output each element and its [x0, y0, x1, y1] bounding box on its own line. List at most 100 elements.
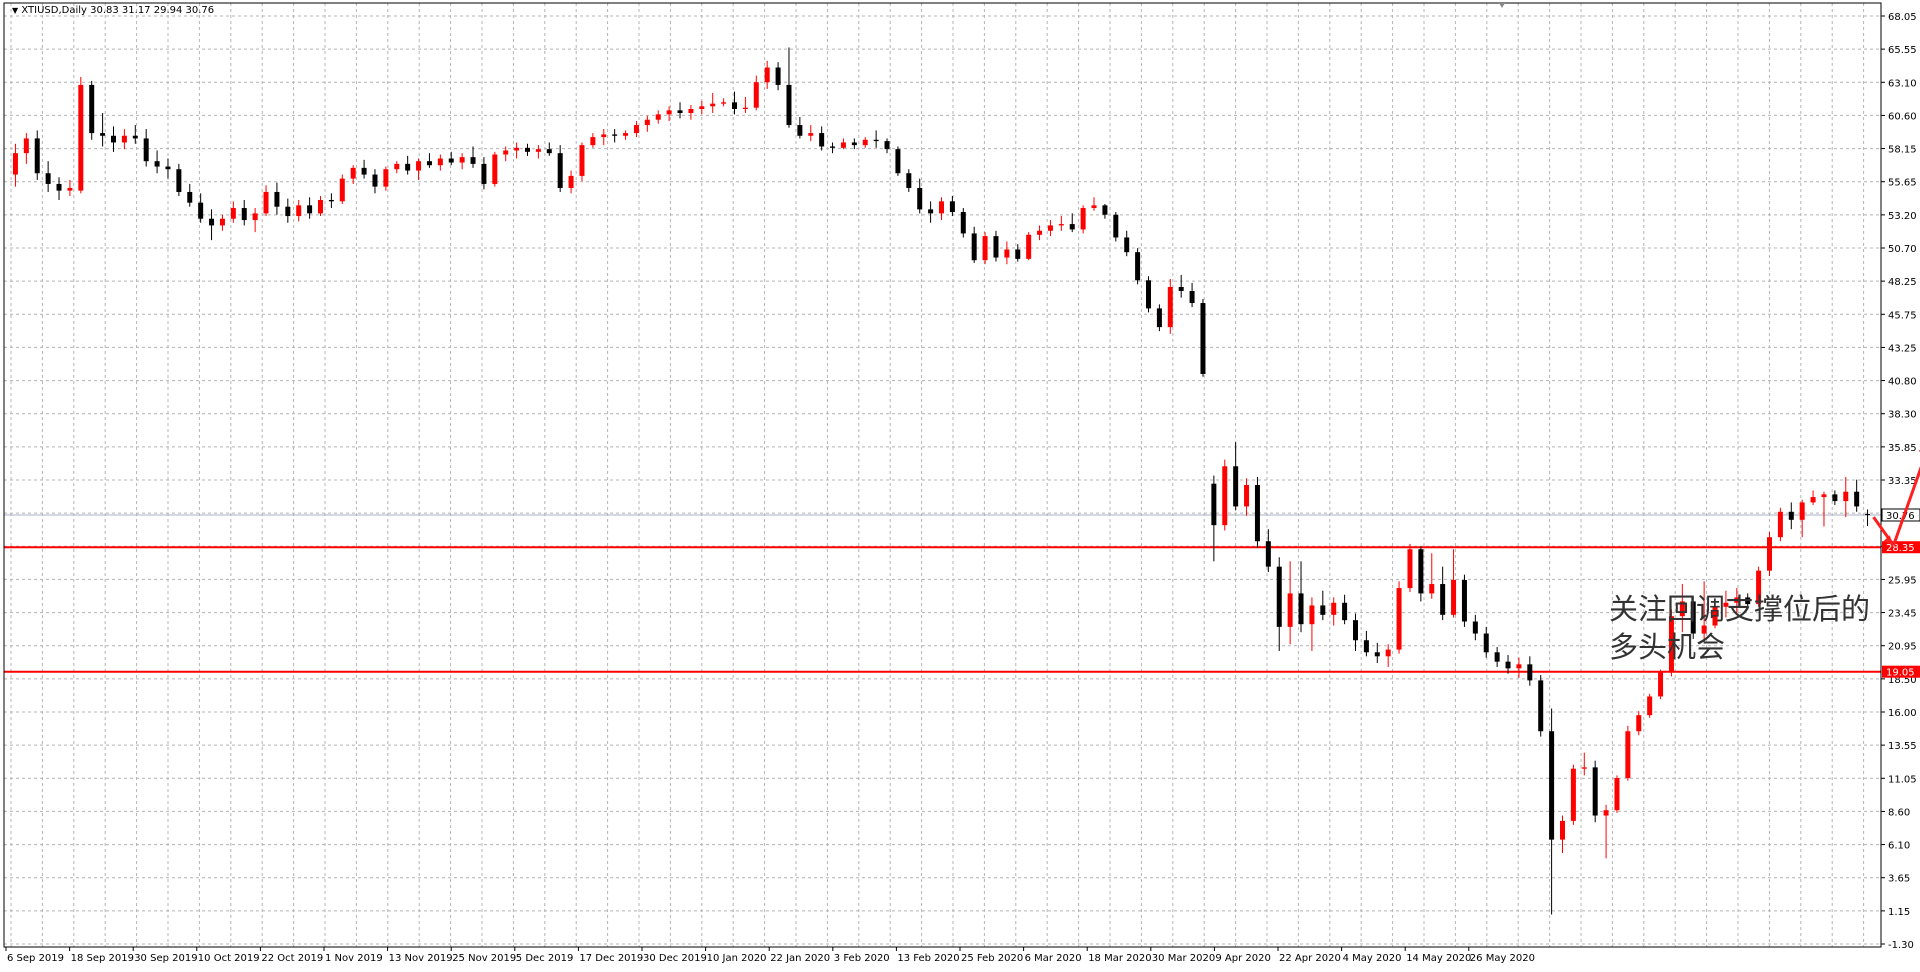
y-tick-label: 13.55: [1888, 741, 1917, 752]
candle-body: [993, 236, 999, 258]
candle: [383, 166, 389, 191]
candle: [503, 146, 509, 162]
candle: [1069, 213, 1075, 233]
candle-body: [1222, 466, 1228, 526]
symbol-info-text: XTIUSD,Daily 30.83 31.17 29.94 30.76: [21, 5, 215, 16]
candle-body: [1058, 224, 1064, 226]
x-tick-label: 10 Jan 2020: [707, 953, 767, 964]
candle-body: [1843, 491, 1849, 502]
candle: [939, 197, 944, 221]
candle: [525, 143, 530, 156]
candle: [1538, 675, 1544, 737]
candle: [1854, 479, 1860, 512]
y-tick-label: 3.65: [1888, 874, 1910, 885]
candle: [198, 193, 204, 223]
y-tick-label: 23.45: [1888, 609, 1917, 620]
y-tick-label: 8.60: [1888, 807, 1910, 818]
candle-body: [176, 169, 182, 192]
candle-body: [23, 138, 29, 154]
candle: [132, 125, 138, 144]
candle-body: [1505, 661, 1511, 669]
candle-body: [753, 82, 759, 108]
candle: [1233, 442, 1239, 511]
candle-body: [1254, 485, 1260, 542]
candle-body: [296, 205, 302, 217]
candle: [1156, 304, 1162, 332]
candle-body: [677, 110, 683, 114]
x-tick-label: 4 May 2020: [1343, 953, 1402, 964]
candle-body: [143, 138, 149, 162]
candle-body: [1581, 767, 1587, 769]
candle: [416, 158, 422, 180]
y-tick-label: 20.95: [1888, 642, 1917, 653]
y-tick-label: 33.35: [1888, 476, 1917, 487]
candle: [1037, 225, 1043, 241]
candle: [34, 130, 40, 180]
candle-body: [535, 149, 541, 152]
candle: [1570, 764, 1576, 825]
candle: [928, 201, 934, 223]
candle-body: [339, 178, 345, 202]
candle-body: [470, 157, 476, 164]
candle-body: [67, 187, 73, 191]
candle-body: [982, 236, 988, 261]
candle-body: [1527, 664, 1533, 681]
candle: [372, 169, 378, 194]
candle-body: [590, 137, 596, 146]
candle: [1353, 613, 1358, 651]
candle: [1658, 669, 1664, 700]
candle-body: [1298, 593, 1304, 625]
candle: [851, 138, 857, 150]
candle-body: [742, 107, 748, 110]
candle: [949, 195, 955, 217]
candle-body: [121, 135, 127, 143]
candle: [1549, 708, 1555, 915]
candle-body: [633, 125, 639, 134]
candle-body: [241, 208, 247, 221]
candle-body: [546, 149, 552, 154]
candle: [1614, 775, 1620, 813]
chart-menu-icon[interactable]: ▼: [12, 6, 19, 15]
candle: [470, 146, 476, 168]
candle: [1592, 760, 1598, 823]
candle: [1723, 590, 1729, 618]
candle-body: [100, 133, 106, 136]
candle-body: [1004, 249, 1010, 258]
candle-body: [78, 84, 84, 191]
candle-body: [1167, 286, 1173, 328]
candle: [623, 130, 629, 140]
y-tick-label: 45.75: [1888, 310, 1917, 321]
candle: [1407, 543, 1413, 593]
y-tick-label: 65.55: [1888, 45, 1917, 56]
candle: [1102, 204, 1108, 219]
price-axis[interactable]: 68.05 65.55 63.10 60.60 58.15 55.65 53.20 50.70…: [1881, 12, 1920, 951]
candle: [840, 138, 846, 150]
candle-body: [1200, 303, 1206, 374]
candle: [100, 113, 106, 147]
candle: [111, 126, 116, 152]
candle: [1843, 476, 1849, 518]
candle-body: [568, 175, 574, 188]
x-tick-label: 5 Dec 2019: [516, 953, 574, 964]
candle-body: [1832, 494, 1838, 502]
candle: [176, 163, 182, 196]
candle: [143, 129, 149, 167]
candle-body: [1549, 731, 1555, 840]
time-axis[interactable]: 6 Sep 2019 18 Sep 2019 30 Sep 2019 10 Oct 2…: [5, 947, 1535, 964]
candle: [1483, 626, 1489, 658]
candle: [960, 208, 966, 238]
candle: [1788, 502, 1794, 530]
candle: [1581, 752, 1587, 776]
candle: [590, 133, 596, 148]
candle: [1342, 594, 1348, 625]
annotation-line-2: 多头机会: [1609, 630, 1726, 664]
candle: [328, 193, 334, 209]
candle-body: [1516, 664, 1522, 669]
candle-body: [448, 158, 454, 163]
candle-body: [285, 206, 291, 217]
candle: [808, 125, 814, 142]
candle-body: [1026, 234, 1032, 259]
candle-body: [666, 110, 672, 115]
